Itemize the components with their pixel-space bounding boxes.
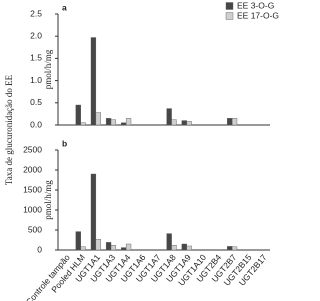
bar: [75, 231, 81, 251]
bar: [181, 243, 187, 251]
bar: [231, 246, 238, 251]
bar: [90, 173, 97, 251]
bar: [186, 245, 192, 251]
bar: [90, 37, 97, 126]
y-axis-label: Taxa de glucuronidação do EE: [4, 74, 14, 185]
bar: [227, 118, 233, 126]
bar: [166, 233, 172, 251]
bar: [105, 118, 112, 126]
bar: [181, 120, 187, 126]
bar: [125, 243, 132, 251]
y-tick-label: 2000: [23, 164, 42, 174]
y-tick-label: 2500: [23, 144, 42, 154]
bar: [227, 246, 233, 251]
y-tick-label: 1500: [23, 184, 42, 194]
legend-swatch: [225, 2, 234, 10]
y-tick-label: 0: [37, 244, 42, 254]
bar: [231, 118, 238, 126]
panel-label: a: [62, 2, 67, 12]
legend-label: EE 3-O-G: [237, 0, 274, 10]
bar: [80, 246, 86, 251]
bar: [171, 119, 177, 126]
legend-label: EE 17-O-G: [237, 10, 279, 20]
y-tick-label: 0.5: [30, 97, 42, 107]
bar: [125, 118, 132, 126]
bar: [75, 104, 81, 126]
y-tick-label: 1.5: [30, 53, 42, 63]
unit-label: pmol/h/mg: [43, 49, 53, 89]
y-tick-label: 2.0: [30, 30, 42, 40]
y-tick-label: 500: [28, 224, 42, 234]
panel-label: b: [62, 138, 67, 148]
unit-label: pmol/h/mg: [43, 180, 53, 220]
bar: [171, 244, 177, 251]
bar: [95, 238, 101, 251]
y-tick-label: 1.0: [30, 75, 42, 85]
bar: [121, 247, 127, 251]
bar: [166, 108, 172, 126]
bar: [80, 122, 86, 126]
bar: [105, 242, 112, 251]
bar: [95, 112, 101, 126]
bar: [110, 244, 117, 251]
chart: Taxa de glucuronidação do EE apmol/h/mg0…: [4, 0, 279, 301]
legend-swatch: [225, 12, 234, 20]
bar: [121, 122, 127, 126]
y-tick-label: 0.0: [30, 119, 42, 129]
y-tick-label: 2.5: [30, 8, 42, 18]
bar: [110, 119, 117, 126]
y-tick-label: 1000: [23, 204, 42, 214]
bar: [186, 121, 192, 126]
